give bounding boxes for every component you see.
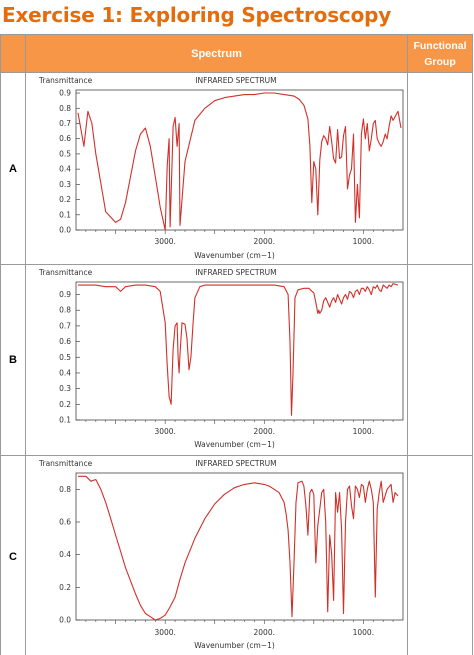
- plot-frame: [75, 281, 404, 421]
- y-tick-label: 0.8: [59, 104, 71, 113]
- spectrum-trace: [77, 92, 402, 231]
- y-tick-label: 0.5: [59, 149, 71, 158]
- x-tick-label: 3000.: [154, 427, 175, 436]
- table-row: B Transmittance INFRARED SPECTRUM 0.1 0.2 0.…: [0, 264, 473, 456]
- x-tick-label: 3000.: [154, 628, 175, 637]
- y-tick-label: 0.1: [59, 416, 71, 425]
- spectrum-cell-b: Transmittance INFRARED SPECTRUM 0.1 0.2 0.3 0…: [25, 264, 408, 456]
- y-tick-label: 0.7: [59, 321, 71, 330]
- y-tick-label: 0.0: [59, 226, 71, 235]
- x-tick-label: 2000.: [254, 427, 275, 436]
- y-tick-label: 0.4: [59, 550, 71, 559]
- y-tick-label: 0.8: [59, 485, 71, 494]
- x-tick-label: 1000.: [353, 237, 374, 246]
- header-functional-group-line2: Group: [424, 55, 456, 68]
- row-label-b: B: [0, 264, 26, 456]
- chart-title: INFRARED SPECTRUM: [195, 459, 276, 468]
- table-header-row: Spectrum Functional Group: [0, 34, 473, 73]
- y-tick-label: 0.2: [59, 583, 71, 592]
- plot-frame: [75, 89, 404, 231]
- functional-group-answer-c[interactable]: [407, 455, 473, 655]
- table-row: A Transmittance INFRARED SPECTRUM 0.0 0.1 0.…: [0, 72, 473, 265]
- spectrum-trace: [78, 283, 399, 416]
- page-title: Exercise 1: Exploring Spectroscopy: [2, 3, 392, 27]
- row-label-c: C: [0, 455, 26, 655]
- x-axis-label: Wavenumber (cm−1): [194, 641, 275, 650]
- x-tick-label: 2000.: [254, 628, 275, 637]
- ir-spectrum-b: Transmittance INFRARED SPECTRUM 0.1 0.2 0.3 0…: [38, 268, 404, 449]
- y-tick-label: 0.8: [59, 306, 71, 315]
- header-spectrum: Spectrum: [25, 34, 408, 73]
- y-tick-label: 0.6: [59, 337, 71, 346]
- header-blank-cell: [0, 34, 26, 73]
- y-tick-label: 0.4: [59, 165, 71, 174]
- y-tick-label: 0.1: [59, 210, 71, 219]
- y-tick-label: 0.5: [59, 353, 71, 362]
- x-axis-label: Wavenumber (cm−1): [194, 440, 275, 449]
- y-tick-label: 0.6: [59, 518, 71, 527]
- y-tick-label: 0.4: [59, 368, 71, 377]
- header-functional-group-line1: Functional: [413, 39, 467, 52]
- plot-frame: [75, 472, 404, 621]
- y-tick-label: 0.9: [59, 290, 71, 299]
- spectrum-cell-a: Transmittance INFRARED SPECTRUM 0.0 0.1 0.2 0…: [25, 72, 408, 265]
- y-axis-label: Transmittance: [38, 268, 93, 277]
- y-tick-label: 0.6: [59, 134, 71, 143]
- y-axis-label: Transmittance: [38, 76, 93, 85]
- x-axis-label: Wavenumber (cm−1): [194, 251, 275, 260]
- y-tick-label: 0.9: [59, 89, 71, 98]
- x-tick-label: 1000.: [353, 628, 374, 637]
- spectrum-trace: [78, 475, 399, 621]
- y-tick-label: 0.3: [59, 180, 71, 189]
- header-functional-group: Functional Group: [407, 34, 473, 73]
- y-tick-label: 0.2: [59, 195, 71, 204]
- y-tick-label: 0.7: [59, 119, 71, 128]
- ir-spectrum-a: Transmittance INFRARED SPECTRUM 0.0 0.1 0.2 0…: [38, 76, 404, 260]
- functional-group-answer-a[interactable]: [407, 72, 473, 265]
- y-tick-label: 0.3: [59, 384, 71, 393]
- y-tick-label: 0.0: [59, 616, 71, 625]
- chart-title: INFRARED SPECTRUM: [195, 76, 276, 85]
- chart-title: INFRARED SPECTRUM: [195, 268, 276, 277]
- exercise-table: Spectrum Functional Group A Transmittanc…: [0, 34, 473, 655]
- table-row: C Transmittance INFRARED SPECTRUM 0.0 0.2 0.…: [0, 455, 473, 655]
- x-tick-label: 1000.: [353, 427, 374, 436]
- row-label-a: A: [0, 72, 26, 265]
- y-axis-label: Transmittance: [38, 459, 93, 468]
- y-tick-label: 0.2: [59, 400, 71, 409]
- functional-group-answer-b[interactable]: [407, 264, 473, 456]
- x-tick-label: 3000.: [154, 237, 175, 246]
- ir-spectrum-c: Transmittance INFRARED SPECTRUM 0.0 0.2 0.4 0…: [38, 459, 404, 650]
- x-tick-label: 2000.: [254, 237, 275, 246]
- spectrum-cell-c: Transmittance INFRARED SPECTRUM 0.0 0.2 0.4 0…: [25, 455, 408, 655]
